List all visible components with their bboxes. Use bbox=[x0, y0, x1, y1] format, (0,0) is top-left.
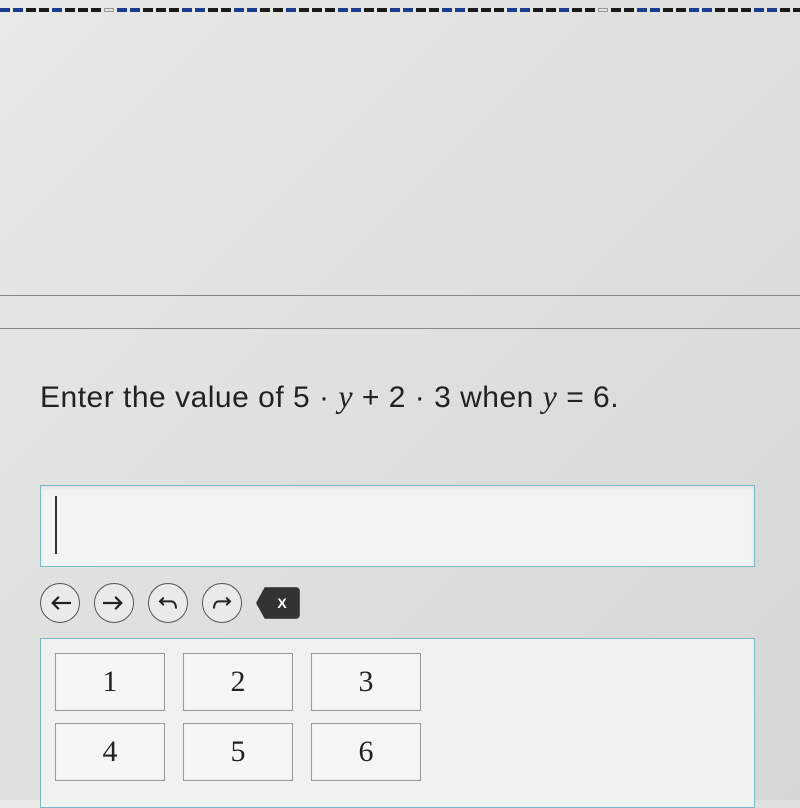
question-mid: + 2 · 3 when bbox=[353, 381, 543, 414]
key-4[interactable]: 4 bbox=[55, 723, 165, 781]
left-arrow-icon bbox=[49, 595, 71, 611]
key-5[interactable]: 5 bbox=[183, 723, 293, 781]
text-cursor bbox=[55, 496, 57, 554]
undo-button[interactable] bbox=[148, 583, 188, 623]
key-3[interactable]: 3 bbox=[311, 653, 421, 711]
key-label: 2 bbox=[231, 665, 246, 699]
key-1[interactable]: 1 bbox=[55, 653, 165, 711]
key-label: 4 bbox=[103, 735, 118, 769]
key-2[interactable]: 2 bbox=[183, 653, 293, 711]
backspace-icon: X bbox=[277, 595, 286, 611]
key-label: 1 bbox=[103, 665, 118, 699]
undo-icon bbox=[157, 595, 179, 611]
move-left-button[interactable] bbox=[40, 583, 80, 623]
answer-input[interactable] bbox=[40, 485, 755, 567]
keypad-row-2: 4 5 6 bbox=[55, 723, 740, 781]
right-arrow-icon bbox=[103, 595, 125, 611]
question-var2: y bbox=[543, 378, 558, 414]
question-prefix: Enter the value of 5 · bbox=[40, 381, 338, 414]
key-6[interactable]: 6 bbox=[311, 723, 421, 781]
divider-line-1 bbox=[0, 295, 800, 296]
key-label: 6 bbox=[359, 735, 374, 769]
redo-icon bbox=[211, 595, 233, 611]
editor-toolbar: X bbox=[40, 583, 300, 623]
divider-line-2 bbox=[0, 328, 800, 329]
keypad-row-1: 1 2 3 bbox=[55, 653, 740, 711]
question-suffix: = 6. bbox=[557, 381, 619, 414]
backspace-button[interactable]: X bbox=[256, 587, 300, 619]
question-text: Enter the value of 5 · y + 2 · 3 when y … bbox=[40, 378, 760, 415]
move-right-button[interactable] bbox=[94, 583, 134, 623]
key-label: 3 bbox=[359, 665, 374, 699]
redo-button[interactable] bbox=[202, 583, 242, 623]
question-var1: y bbox=[338, 378, 353, 414]
number-keypad: 1 2 3 4 5 6 bbox=[40, 638, 755, 808]
key-label: 5 bbox=[231, 735, 246, 769]
top-dashed-border bbox=[0, 8, 800, 12]
